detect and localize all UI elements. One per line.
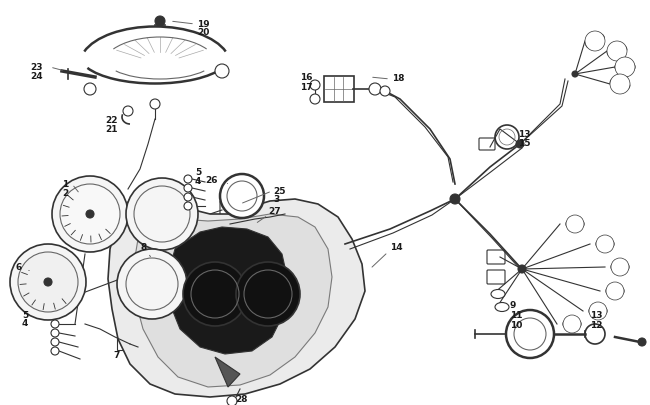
Circle shape (615, 58, 635, 78)
Circle shape (84, 84, 96, 96)
Polygon shape (215, 357, 240, 387)
Text: 7: 7 (113, 351, 120, 360)
FancyBboxPatch shape (487, 250, 505, 264)
Text: 6: 6 (15, 262, 21, 271)
Circle shape (150, 100, 160, 110)
Circle shape (51, 347, 59, 355)
Circle shape (51, 320, 59, 328)
FancyBboxPatch shape (324, 77, 354, 103)
Circle shape (18, 252, 78, 312)
Circle shape (44, 278, 52, 286)
Text: 8: 8 (140, 243, 146, 252)
Text: 4: 4 (22, 319, 29, 328)
Circle shape (369, 84, 381, 96)
Circle shape (155, 17, 165, 27)
FancyBboxPatch shape (487, 270, 505, 284)
Polygon shape (133, 215, 332, 387)
Circle shape (220, 175, 264, 218)
Text: 15: 15 (518, 138, 530, 147)
Ellipse shape (495, 303, 509, 312)
Circle shape (572, 72, 578, 78)
Ellipse shape (610, 79, 630, 91)
Circle shape (563, 315, 581, 333)
Circle shape (380, 87, 390, 97)
Polygon shape (168, 228, 288, 354)
Circle shape (51, 329, 59, 337)
Ellipse shape (566, 219, 584, 230)
Text: 13: 13 (518, 129, 530, 138)
Text: 26: 26 (205, 175, 218, 184)
Text: 11: 11 (510, 310, 523, 319)
Ellipse shape (586, 35, 604, 49)
Text: 18: 18 (392, 73, 404, 82)
Text: 16: 16 (300, 72, 313, 81)
Text: 21: 21 (105, 124, 118, 133)
Circle shape (184, 175, 192, 183)
Circle shape (606, 282, 624, 300)
Ellipse shape (606, 286, 624, 297)
Text: 24: 24 (30, 71, 43, 80)
Circle shape (585, 32, 605, 52)
Circle shape (610, 75, 630, 95)
Ellipse shape (589, 306, 607, 317)
Circle shape (607, 42, 627, 62)
Text: 23: 23 (30, 62, 42, 71)
Text: 22: 22 (105, 115, 118, 124)
Ellipse shape (596, 239, 614, 250)
Circle shape (310, 95, 320, 105)
Ellipse shape (563, 319, 581, 330)
Circle shape (638, 338, 646, 346)
Text: 13: 13 (590, 310, 603, 319)
Circle shape (516, 141, 524, 149)
Circle shape (506, 310, 554, 358)
Text: 17: 17 (300, 82, 313, 91)
Circle shape (10, 244, 86, 320)
Circle shape (184, 194, 192, 202)
Circle shape (215, 65, 229, 79)
Text: 12: 12 (590, 320, 603, 329)
Circle shape (60, 185, 120, 244)
Ellipse shape (491, 290, 505, 299)
Polygon shape (108, 200, 365, 397)
Ellipse shape (611, 262, 629, 273)
Text: 9: 9 (510, 300, 516, 309)
Text: 5: 5 (195, 167, 202, 176)
Circle shape (518, 265, 526, 273)
Text: 2: 2 (62, 188, 68, 197)
Text: 3: 3 (273, 195, 280, 204)
Circle shape (52, 177, 128, 252)
Circle shape (51, 338, 59, 346)
Circle shape (236, 262, 300, 326)
Text: 1: 1 (62, 179, 68, 188)
Circle shape (184, 185, 192, 192)
Circle shape (589, 302, 607, 320)
Ellipse shape (615, 62, 635, 74)
Text: 25: 25 (273, 186, 285, 195)
Text: 10: 10 (510, 320, 523, 329)
FancyBboxPatch shape (220, 200, 246, 220)
Text: 5: 5 (22, 310, 28, 319)
Text: 20: 20 (197, 28, 209, 36)
Circle shape (123, 107, 133, 117)
Circle shape (126, 179, 198, 250)
Circle shape (86, 211, 94, 218)
Text: 27: 27 (268, 207, 281, 216)
Circle shape (310, 81, 320, 91)
Circle shape (184, 202, 192, 211)
Circle shape (566, 215, 584, 233)
Text: 14: 14 (390, 243, 402, 252)
Circle shape (596, 235, 614, 254)
Text: 19: 19 (197, 19, 210, 28)
Ellipse shape (607, 45, 627, 58)
Text: 28: 28 (235, 394, 248, 403)
FancyBboxPatch shape (117, 336, 133, 350)
Circle shape (611, 258, 629, 276)
Text: 4: 4 (195, 176, 202, 185)
Circle shape (117, 249, 187, 319)
Circle shape (227, 396, 237, 405)
Circle shape (450, 194, 460, 205)
Circle shape (183, 262, 247, 326)
FancyBboxPatch shape (479, 139, 495, 151)
